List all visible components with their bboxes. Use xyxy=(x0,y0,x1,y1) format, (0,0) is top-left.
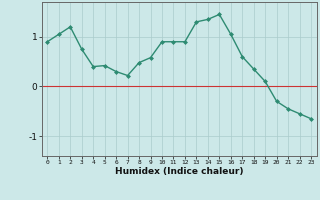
X-axis label: Humidex (Indice chaleur): Humidex (Indice chaleur) xyxy=(115,167,244,176)
